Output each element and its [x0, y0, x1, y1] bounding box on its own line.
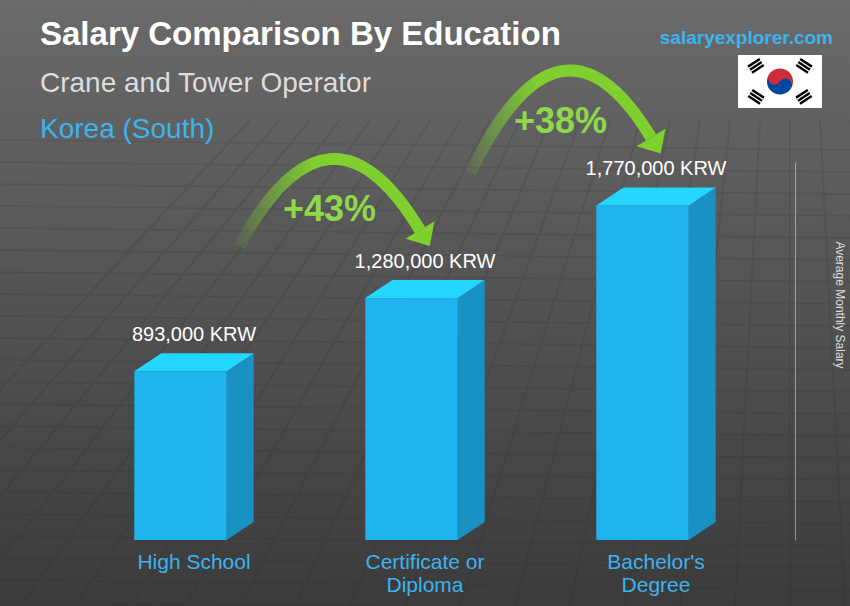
bar	[134, 371, 226, 540]
title: Salary Comparison By Education	[40, 15, 561, 52]
arrow-curve	[239, 159, 420, 246]
flag-emblem	[762, 64, 798, 100]
label-line: Certificate or	[365, 550, 484, 573]
bar	[365, 298, 457, 540]
trigram-bar	[796, 64, 809, 74]
data-labels: 893,000 KRW 1,280,000 KRW 1,770,000 KRW	[132, 157, 727, 345]
trigram-bar	[799, 95, 812, 105]
flag-blue-small	[776, 76, 794, 94]
annotation: +38%	[514, 100, 607, 141]
bar-side	[689, 187, 716, 540]
y-axis	[795, 163, 796, 541]
flag-trigram	[796, 58, 813, 74]
arrow-head	[405, 221, 434, 246]
x-tick-label: High School	[137, 550, 250, 573]
bar-group	[134, 353, 253, 540]
bar-group	[596, 187, 715, 540]
watermark: salaryexplorer.com	[660, 27, 833, 48]
data-label: 1,770,000 KRW	[586, 157, 727, 179]
flag-trigram	[748, 89, 765, 105]
data-label: 893,000 KRW	[132, 323, 256, 345]
background-texture	[0, 120, 850, 606]
texture-line	[735, 120, 760, 606]
trigram-bar	[751, 64, 764, 74]
flag-trigram	[747, 58, 764, 74]
bar-group	[365, 280, 484, 540]
texture-line	[75, 120, 400, 606]
flag	[738, 55, 822, 108]
subtitle: Crane and Tower Operator	[40, 67, 371, 98]
bar-side	[227, 353, 254, 540]
texture-line	[0, 602, 850, 606]
y-axis-line	[795, 163, 796, 541]
flag-field	[738, 55, 822, 108]
flag-trigram	[795, 89, 812, 105]
annotation: +43%	[283, 188, 376, 229]
bar-side	[458, 280, 485, 540]
x-tick-label: Certificate orDiploma	[365, 550, 484, 596]
y-axis-title: Average Monthly Salary	[833, 241, 847, 368]
arrow-head	[636, 129, 665, 154]
subtitle: Korea (South)	[40, 113, 214, 144]
texture-line	[0, 120, 280, 606]
x-tick: Certificate orDiploma	[365, 550, 484, 596]
label-line: High School	[137, 550, 250, 573]
bar	[596, 205, 688, 540]
texture-line	[350, 120, 550, 606]
label-line: Degree	[622, 573, 691, 596]
data-label: 1,280,000 KRW	[355, 250, 496, 272]
arrow-curve	[470, 70, 651, 173]
bars	[134, 187, 715, 540]
bar-top	[365, 280, 484, 298]
x-tick: High School	[137, 550, 250, 573]
x-tick-label: Bachelor'sDegree	[607, 550, 704, 596]
x-axis: High School Certificate orDiploma Bachelor…	[137, 550, 704, 596]
texture-line	[0, 206, 850, 216]
bar-top	[134, 353, 253, 371]
texture-line	[789, 120, 791, 606]
chart-svg: High School Certificate orDiploma Bachelor…	[0, 0, 850, 606]
background	[0, 0, 850, 606]
bar-top	[596, 187, 715, 205]
trigram-bar	[748, 95, 761, 105]
label-line: Bachelor's	[607, 550, 704, 573]
label-line: Diploma	[386, 573, 463, 596]
x-tick: Bachelor'sDegree	[607, 550, 704, 596]
chart-container: High School Certificate orDiploma Bachelor…	[0, 0, 850, 606]
